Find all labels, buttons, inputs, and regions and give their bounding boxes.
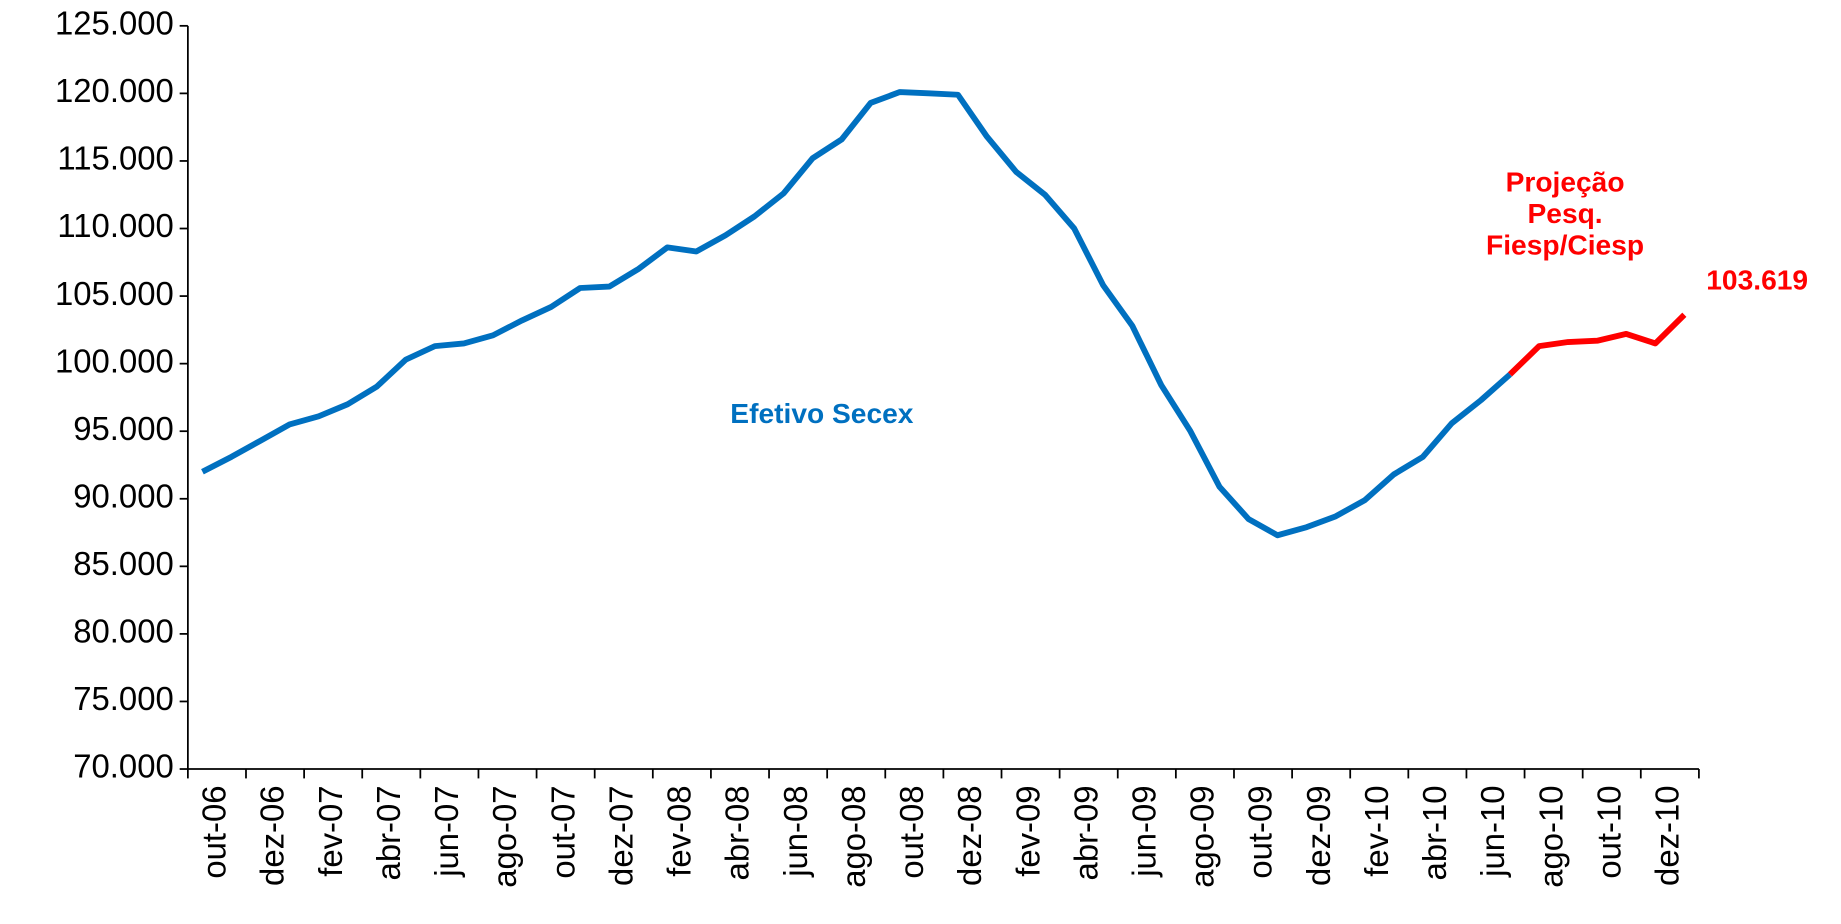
x-tick-label: ago-08 <box>835 785 872 887</box>
y-tick-label: 85.000 <box>73 545 174 582</box>
x-tick-label: abr-07 <box>370 785 407 880</box>
x-tick-label: jun-08 <box>777 785 814 877</box>
y-tick-label: 70.000 <box>73 748 174 785</box>
x-tick-label: abr-08 <box>719 785 756 880</box>
x-tick-label: ago-07 <box>486 785 523 887</box>
x-tick-label: dez-10 <box>1649 785 1686 885</box>
x-tick-label: dez-09 <box>1300 785 1337 885</box>
series-label-line: Pesq. <box>1528 197 1603 229</box>
series-label: Projeção Pesq. Fiesp/Ciesp <box>1486 166 1644 261</box>
x-tick-label: jun-10 <box>1474 785 1511 877</box>
series-label: Efetivo Secex <box>730 397 913 429</box>
series-label-line: Fiesp/Ciesp <box>1486 229 1644 261</box>
x-tick-label: dez-06 <box>254 785 291 885</box>
x-tick-label: out-08 <box>893 785 930 878</box>
y-tick-label: 115.000 <box>57 140 173 177</box>
y-tick-label: 120.000 <box>55 72 174 109</box>
y-tick-label: 125.000 <box>55 5 174 42</box>
x-tick-label: out-10 <box>1590 785 1627 878</box>
y-tick-label: 110.000 <box>57 207 173 244</box>
x-tick-label: fev-10 <box>1358 785 1395 876</box>
x-tick-label: fev-08 <box>661 785 698 876</box>
y-tick-label: 90.000 <box>73 477 174 514</box>
x-tick-label: jun-09 <box>1125 785 1162 877</box>
x-tick-label: jun-07 <box>428 785 465 877</box>
y-tick-label: 95.000 <box>73 410 174 447</box>
x-tick-label: abr-10 <box>1416 785 1453 880</box>
data-label: 103.619 <box>1706 263 1808 295</box>
y-tick-label: 75.000 <box>73 680 174 717</box>
x-tick-label: dez-08 <box>951 785 988 885</box>
line-series <box>201 89 1512 539</box>
x-tick-label: dez-07 <box>602 785 639 885</box>
series-label-line: Projeção <box>1506 166 1625 198</box>
y-tick-label: 105.000 <box>55 275 174 312</box>
x-tick-label: abr-09 <box>1067 785 1104 880</box>
y-tick-label: 80.000 <box>73 613 174 650</box>
x-tick-label: ago-10 <box>1532 785 1569 887</box>
x-tick-label: out-07 <box>544 785 581 878</box>
x-tick-label: ago-09 <box>1184 785 1221 887</box>
line-series <box>1507 312 1687 377</box>
x-tick-label: out-06 <box>196 785 233 878</box>
x-tick-label: fev-07 <box>312 785 349 876</box>
y-tick-label: 100.000 <box>55 342 174 379</box>
x-tick-label: out-09 <box>1242 785 1279 878</box>
x-tick-label: fev-09 <box>1009 785 1046 876</box>
